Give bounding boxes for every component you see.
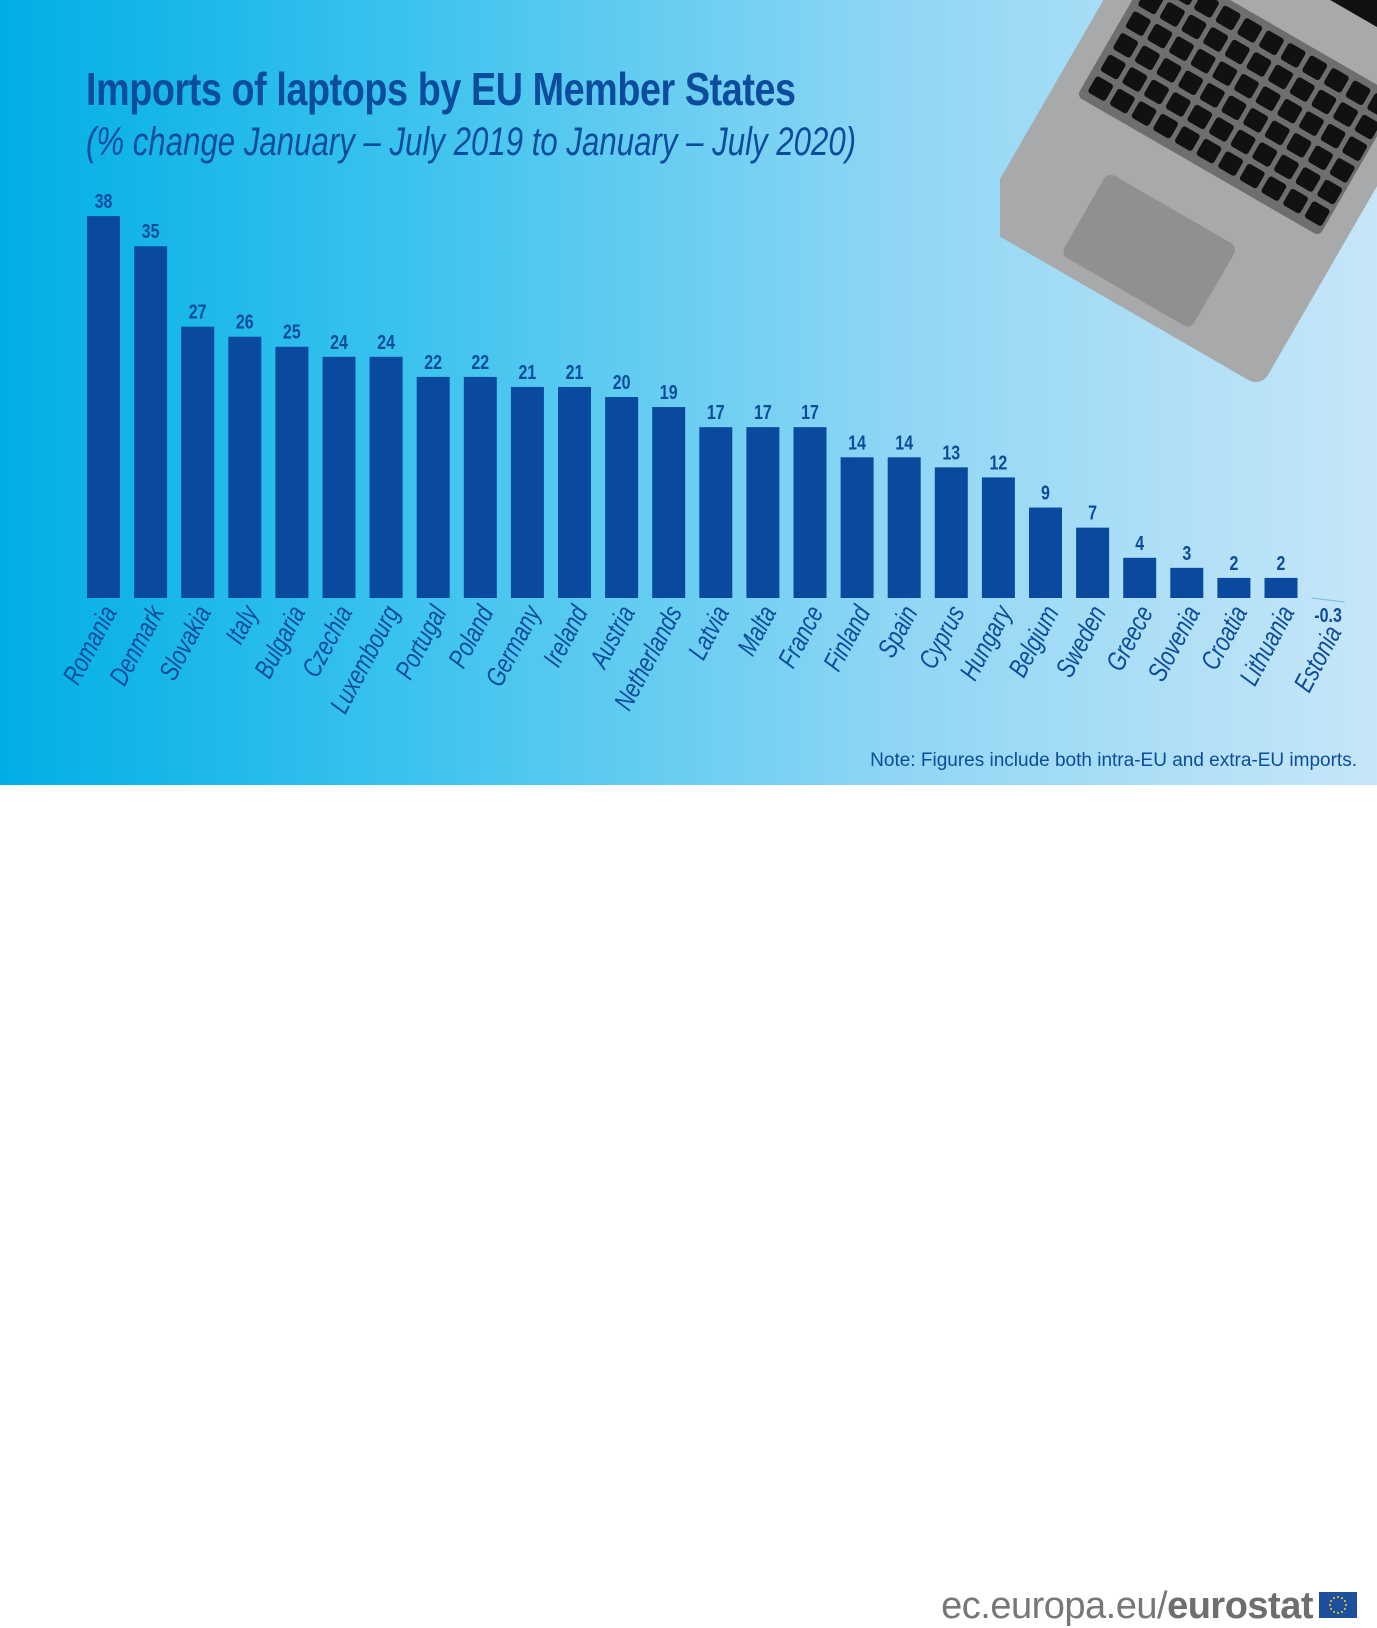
value-label: 21 [566, 361, 584, 383]
bar-netherlands [652, 407, 686, 598]
bar-portugal [416, 376, 450, 598]
value-label: 27 [189, 301, 207, 323]
value-label: 17 [801, 401, 819, 423]
bar-belgium [1029, 507, 1062, 598]
bar-finland [840, 457, 874, 598]
value-label: 25 [283, 321, 301, 343]
bar-denmark [134, 246, 168, 598]
value-label: 14 [895, 432, 913, 454]
chart-panel: Imports of laptops by EU Member States (… [0, 0, 1377, 785]
bar-ireland [558, 386, 591, 598]
bar-malta [746, 427, 780, 598]
bar-france [793, 427, 827, 598]
value-label: 19 [660, 381, 678, 403]
category-label: Finland [818, 600, 878, 676]
bar-estonia [1311, 597, 1345, 603]
value-label: 24 [330, 331, 348, 353]
value-label: 3 [1182, 542, 1191, 564]
value-label: 22 [424, 351, 442, 373]
bar-slovakia [181, 326, 215, 598]
bar-chart: 38Romania35Denmark27Slovakia26Italy25Bul… [57, 190, 1348, 718]
value-label: 24 [377, 331, 395, 353]
footer: ec.europa.eu/eurostat [0, 785, 1377, 1627]
bar-hungary [981, 477, 1015, 598]
value-label: 22 [471, 351, 489, 373]
category-label: Latvia [683, 601, 736, 665]
value-label: -0.3 [1314, 604, 1342, 626]
bar-germany [510, 386, 544, 598]
bar-poland [463, 376, 497, 598]
value-label: 20 [613, 371, 631, 393]
bar-sweden [1076, 527, 1110, 598]
value-label: 2 [1229, 552, 1238, 574]
bar-spain [887, 457, 921, 598]
chart-subtitle: (% change January – July 2019 to January… [86, 120, 857, 164]
bar-luxembourg [369, 356, 403, 598]
value-label: 35 [142, 221, 160, 243]
value-label: 2 [1277, 552, 1286, 574]
value-label: 14 [848, 432, 866, 454]
bar-latvia [699, 427, 733, 598]
value-label: 17 [754, 401, 772, 423]
value-label: 12 [989, 452, 1007, 474]
bar-italy [228, 336, 262, 598]
chart-note: Note: Figures include both intra-EU and … [870, 750, 1357, 771]
category-label: Malta [732, 601, 783, 661]
bar-austria [605, 397, 639, 598]
value-label: 21 [518, 361, 536, 383]
value-label: 38 [95, 190, 113, 212]
chart-title: Imports of laptops by EU Member States [86, 63, 796, 115]
site-prefix: ec.europa.eu/ [941, 1585, 1168, 1627]
bar-bulgaria [275, 346, 309, 598]
category-label: Italy [220, 600, 265, 650]
bar-romania [87, 216, 120, 598]
bar-cyprus [934, 467, 968, 598]
laptop-illustration [1000, 0, 1377, 383]
category-label: Estonia [1288, 621, 1348, 697]
bar-greece [1123, 557, 1157, 598]
value-label: 7 [1088, 502, 1097, 524]
eurostat-link[interactable]: ec.europa.eu/eurostat [941, 1585, 1313, 1628]
value-label: 4 [1135, 532, 1144, 554]
category-label: Ireland [538, 600, 595, 672]
value-label: 9 [1041, 482, 1050, 504]
value-label: 17 [707, 401, 725, 423]
value-label: 26 [236, 311, 254, 333]
bar-slovenia [1170, 567, 1204, 598]
bar-croatia [1217, 577, 1251, 598]
bar-lithuania [1264, 577, 1298, 598]
bar-czechia [322, 356, 356, 598]
eu-flag-icon [1319, 1592, 1357, 1618]
value-label: 13 [942, 442, 960, 464]
site-brand: eurostat [1167, 1585, 1313, 1627]
